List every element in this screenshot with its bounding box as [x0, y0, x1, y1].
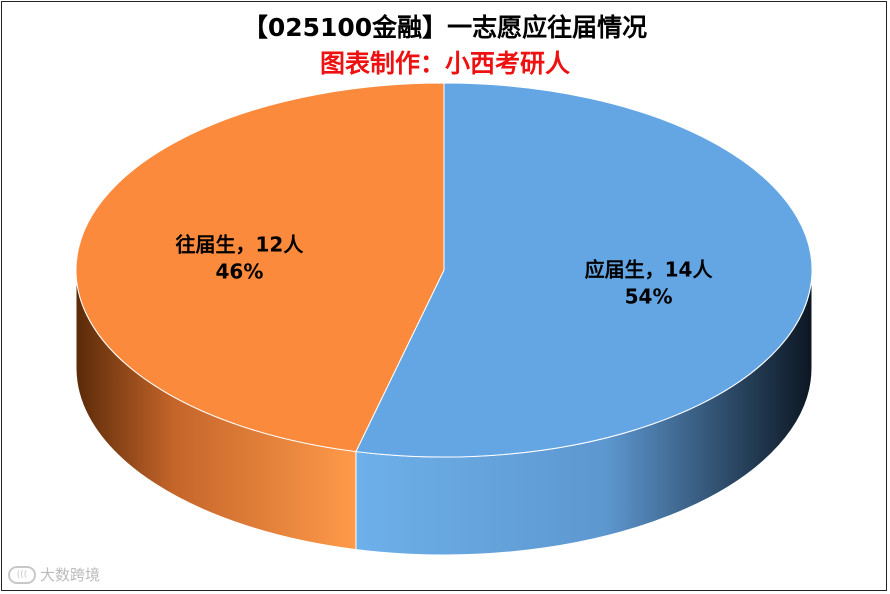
pie-slice-past-grads — [75, 82, 445, 453]
pie-slice-current-grads — [355, 82, 813, 458]
pie-top-faces — [75, 82, 813, 458]
slice-percent-past-grads: 46% — [215, 259, 263, 283]
watermark-text: 大数跨境 — [40, 566, 101, 584]
slice-label-past-grads: 往届生，12人 — [176, 232, 305, 256]
slice-percent-current-grads: 54% — [625, 285, 673, 309]
watermark-logo-icon: ((( — [8, 565, 36, 584]
watermark: ((( 大数跨境 — [8, 564, 100, 585]
chart-subtitle: 图表制作：小西考研人 — [319, 49, 570, 78]
chart-title: 【025100金融】一志愿应往届情况 — [242, 13, 648, 42]
pie-data-labels: 应届生，14人 54% 往届生，12人 46% — [176, 232, 714, 308]
slice-label-current-grads: 应届生，14人 — [585, 258, 714, 282]
